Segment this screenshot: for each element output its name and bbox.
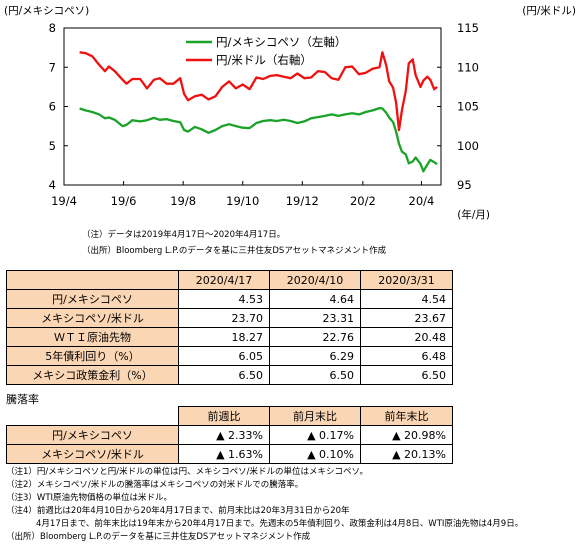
rates-cell: 18.27 bbox=[178, 327, 270, 347]
chart-source: （出所）Bloomberg L.P.のデータを基に三井住友DSアセットマネジメン… bbox=[82, 246, 387, 256]
rates-row: ＷＴＩ原油先物 18.27 22.76 20.48 bbox=[6, 327, 453, 347]
right-tick-label: 100 bbox=[457, 139, 479, 153]
rates-row-label: 円/メキシコペソ bbox=[6, 289, 179, 309]
right-axis-unit: (円/米ドル) bbox=[522, 4, 576, 17]
x-tick-label: 20/2 bbox=[350, 194, 376, 208]
x-tick-label: 20/4 bbox=[409, 194, 435, 208]
x-axis-ticks: 19/4 19/6 19/8 19/10 19/12 20/2 20/4 bbox=[51, 181, 434, 208]
rates-cell: 4.64 bbox=[269, 289, 361, 309]
change-cell: ▲ 0.17% bbox=[269, 425, 361, 445]
left-axis-unit: (円/メキシコペソ) bbox=[4, 5, 89, 17]
rates-cell: 4.54 bbox=[360, 289, 453, 309]
right-tick-label: 95 bbox=[457, 178, 472, 192]
rates-cell: 6.50 bbox=[360, 365, 453, 385]
footnote: （注3）WTI原油先物価格の単位は米ドル。 bbox=[6, 493, 173, 503]
left-tick-label: 8 bbox=[49, 21, 56, 35]
rates-row: メキシコペソ/米ドル 23.70 23.31 23.67 bbox=[6, 308, 453, 328]
left-axis-ticks: 4 5 6 7 8 bbox=[49, 21, 68, 192]
rates-cell: 20.48 bbox=[360, 327, 453, 347]
change-row: メキシコペソ/米ドル ▲ 1.63% ▲ 0.10% ▲ 20.13% bbox=[6, 444, 453, 464]
rates-cell: 6.05 bbox=[178, 346, 270, 366]
x-tick-label: 19/4 bbox=[51, 194, 77, 208]
change-cell: ▲ 2.33% bbox=[178, 425, 270, 445]
change-row: 円/メキシコペソ ▲ 2.33% ▲ 0.17% ▲ 20.98% bbox=[6, 425, 453, 445]
change-col-header: 前週比 bbox=[178, 406, 270, 426]
x-tick-label: 19/12 bbox=[286, 194, 319, 208]
series-line-jpy-usd bbox=[79, 51, 438, 132]
x-tick-label: 19/8 bbox=[170, 194, 196, 208]
rates-header-corner bbox=[6, 270, 179, 290]
left-tick-label: 5 bbox=[49, 139, 56, 153]
rates-row-label: メキシコ政策金利（%） bbox=[6, 365, 179, 385]
rates-cell: 23.70 bbox=[178, 308, 270, 328]
rates-cell: 6.48 bbox=[360, 346, 453, 366]
series-layer bbox=[79, 51, 438, 173]
right-axis-ticks: 95 100 105 110 115 bbox=[437, 21, 479, 192]
plot-area-frame bbox=[63, 27, 442, 186]
chart-note: （注）データは2019年4月17日～2020年4月17日。 bbox=[82, 230, 286, 240]
change-table: 前週比 前月末比 前年末比 円/メキシコペソ ▲ 2.33% ▲ 0.17% ▲… bbox=[6, 406, 453, 464]
change-cell: ▲ 1.63% bbox=[178, 444, 270, 464]
rates-cell: 4.53 bbox=[178, 289, 270, 309]
footnote: （出所）Bloomberg L.P.のデータを基に三井住友DSアセットマネジメン… bbox=[6, 532, 311, 542]
rates-col-header: 2020/4/17 bbox=[178, 270, 270, 290]
footnote: （注1）円/メキシコペソと円/米ドルの単位は円、メキシコペソ/米ドルの単位はメキ… bbox=[6, 467, 368, 477]
rates-cell: 6.50 bbox=[269, 365, 361, 385]
rates-cell: 22.76 bbox=[269, 327, 361, 347]
legend: 円/メキシコペソ（左軸） 円/米ドル（右軸） bbox=[186, 35, 346, 67]
change-section-title: 騰落率 bbox=[6, 393, 39, 406]
rates-cell: 23.67 bbox=[360, 308, 453, 328]
rates-table: 2020/4/17 2020/4/10 2020/3/31 円/メキシコペソ 4… bbox=[6, 270, 453, 385]
x-tick-label: 19/6 bbox=[111, 194, 137, 208]
change-col-header: 前年末比 bbox=[360, 406, 453, 426]
change-header-corner bbox=[6, 406, 179, 426]
footnote: （注2）メキシコペソ/米ドルの騰落率はメキシコペソの対米ドルでの騰落率。 bbox=[6, 480, 304, 490]
rates-col-header: 2020/4/10 bbox=[269, 270, 361, 290]
rates-row-label: ＷＴＩ原油先物 bbox=[6, 327, 179, 347]
rates-row: 円/メキシコペソ 4.53 4.64 4.54 bbox=[6, 289, 453, 309]
legend-label-usd: 円/米ドル（右軸） bbox=[216, 53, 312, 67]
x-tick-label: 19/10 bbox=[226, 194, 259, 208]
series-line-jpy-mxn bbox=[79, 106, 438, 173]
rates-row: メキシコ政策金利（%） 6.50 6.50 6.50 bbox=[6, 365, 453, 385]
rates-cell: 23.31 bbox=[269, 308, 361, 328]
right-tick-label: 110 bbox=[457, 60, 479, 74]
rates-cell: 6.50 bbox=[178, 365, 270, 385]
rates-col-header: 2020/3/31 bbox=[360, 270, 453, 290]
footnote: （注4）前週比は20年4月10日から20年4月17日まで、前月末比は20年3月3… bbox=[6, 506, 350, 516]
left-tick-label: 4 bbox=[49, 178, 56, 192]
rates-row: 5年債利回り（%） 6.05 6.29 6.48 bbox=[6, 346, 453, 366]
left-tick-label: 7 bbox=[49, 60, 56, 74]
x-axis-unit: (年/月) bbox=[457, 208, 490, 221]
change-row-label: メキシコペソ/米ドル bbox=[6, 444, 179, 464]
left-tick-label: 6 bbox=[49, 100, 56, 114]
rates-row-label: 5年債利回り（%） bbox=[6, 346, 179, 366]
footnote: 4月17日まで、前年末比は19年末から20年4月17日まで。先週末の5年債利回り… bbox=[36, 519, 524, 529]
right-tick-label: 105 bbox=[457, 100, 479, 114]
change-cell: ▲ 0.10% bbox=[269, 444, 361, 464]
legend-label-mxn: 円/メキシコペソ（左軸） bbox=[216, 35, 346, 49]
rates-cell: 6.29 bbox=[269, 346, 361, 366]
change-cell: ▲ 20.98% bbox=[360, 425, 453, 445]
change-cell: ▲ 20.13% bbox=[360, 444, 453, 464]
change-header-row: 前週比 前月末比 前年末比 bbox=[6, 406, 453, 426]
rates-header-row: 2020/4/17 2020/4/10 2020/3/31 bbox=[6, 270, 453, 290]
fx-line-chart: (円/メキシコペソ) (円/米ドル) (年/月) 4 5 6 7 8 95 100 105 1… bbox=[4, 4, 576, 221]
rates-row-label: メキシコペソ/米ドル bbox=[6, 308, 179, 328]
change-col-header: 前月末比 bbox=[269, 406, 361, 426]
change-row-label: 円/メキシコペソ bbox=[6, 425, 179, 445]
right-tick-label: 115 bbox=[457, 21, 479, 35]
